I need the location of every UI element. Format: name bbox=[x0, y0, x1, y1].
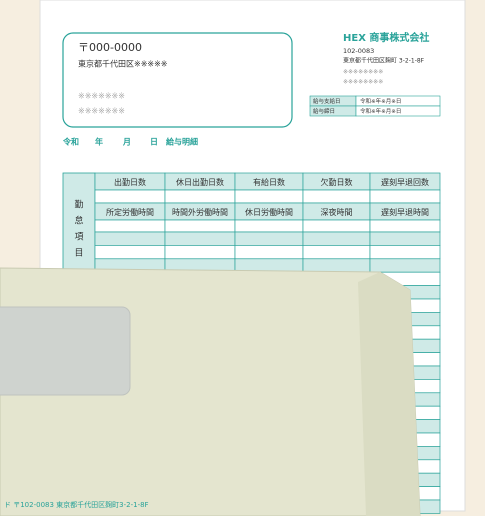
header-label: 時間外労働時間 bbox=[172, 207, 228, 217]
address: 東京都千代田区※※※※※ bbox=[78, 59, 168, 69]
postal: 〒000-0000 bbox=[78, 41, 142, 54]
company-line: ※※※※※※※※ bbox=[343, 69, 383, 76]
table-cell bbox=[302, 258, 371, 273]
header-label: 深夜時間 bbox=[321, 207, 353, 217]
title-year: 年 bbox=[95, 137, 103, 147]
title-month: 月 bbox=[122, 138, 131, 147]
table-cell bbox=[369, 231, 441, 246]
table-cell bbox=[164, 245, 236, 260]
title-day: 日 bbox=[150, 138, 158, 147]
table-cell bbox=[94, 245, 166, 260]
side-label: 目 bbox=[74, 248, 83, 259]
envelope: ド 〒102-0083 東京都千代田区麹町3-2-1-8F bbox=[0, 267, 421, 516]
address-line: ※※※※※※※ bbox=[78, 92, 125, 101]
header-label: 休日労働時間 bbox=[245, 207, 293, 217]
table-cell bbox=[369, 245, 441, 260]
table-cell bbox=[94, 189, 166, 204]
date-label: 給与締日 bbox=[313, 107, 335, 115]
title-era: 令和 bbox=[62, 137, 79, 147]
table-cell bbox=[234, 189, 304, 204]
date-value-cell bbox=[355, 105, 441, 117]
title: 給与明細 bbox=[166, 137, 198, 147]
table-cell bbox=[234, 219, 304, 233]
table-cell bbox=[302, 245, 371, 260]
company-address: 東京都千代田区麹町 3-2-1-8F bbox=[343, 57, 425, 65]
address-box bbox=[62, 32, 293, 128]
table-cell bbox=[94, 231, 166, 246]
address-line: ※※※※※※※ bbox=[78, 107, 125, 116]
company-name: HEX 商事株式会社 bbox=[343, 31, 429, 44]
side-label: 怠 bbox=[74, 215, 83, 227]
header-label: 欠勤日数 bbox=[321, 177, 353, 187]
table-cell bbox=[94, 219, 166, 233]
table-cell bbox=[302, 189, 371, 204]
table-cell bbox=[234, 231, 304, 246]
side-label: 項 bbox=[74, 232, 83, 243]
side-label: 勤 bbox=[74, 199, 83, 211]
date-value: 令和※年※月※日 bbox=[360, 107, 401, 115]
header-label: 出勤日数 bbox=[114, 177, 146, 187]
envelope-flap bbox=[358, 272, 420, 516]
header-label: 有給日数 bbox=[253, 177, 285, 187]
table-cell bbox=[164, 231, 236, 246]
header-label: 遅刻早退時間 bbox=[381, 207, 429, 217]
envelope-window bbox=[0, 306, 131, 396]
header-label: 休日出勤日数 bbox=[176, 177, 224, 187]
table-cell bbox=[369, 219, 441, 233]
envelope-address: ド 〒102-0083 東京都千代田区麹町3-2-1-8F bbox=[4, 500, 149, 509]
table-cell bbox=[369, 258, 441, 273]
table-cell bbox=[164, 219, 236, 233]
date-label: 給与支給日 bbox=[313, 97, 341, 105]
company-postal: 102-0083 bbox=[343, 47, 374, 55]
table-cell bbox=[369, 189, 441, 204]
company-line: ※※※※※※※※ bbox=[343, 79, 383, 86]
table-cell bbox=[302, 219, 371, 233]
table-cell bbox=[302, 231, 371, 246]
header-label: 所定労働時間 bbox=[106, 207, 154, 217]
table-cell bbox=[164, 189, 236, 204]
header-label: 遅刻早退回数 bbox=[381, 177, 429, 187]
date-value: 令和※年※月※日 bbox=[360, 97, 401, 105]
table-cell bbox=[234, 245, 304, 260]
